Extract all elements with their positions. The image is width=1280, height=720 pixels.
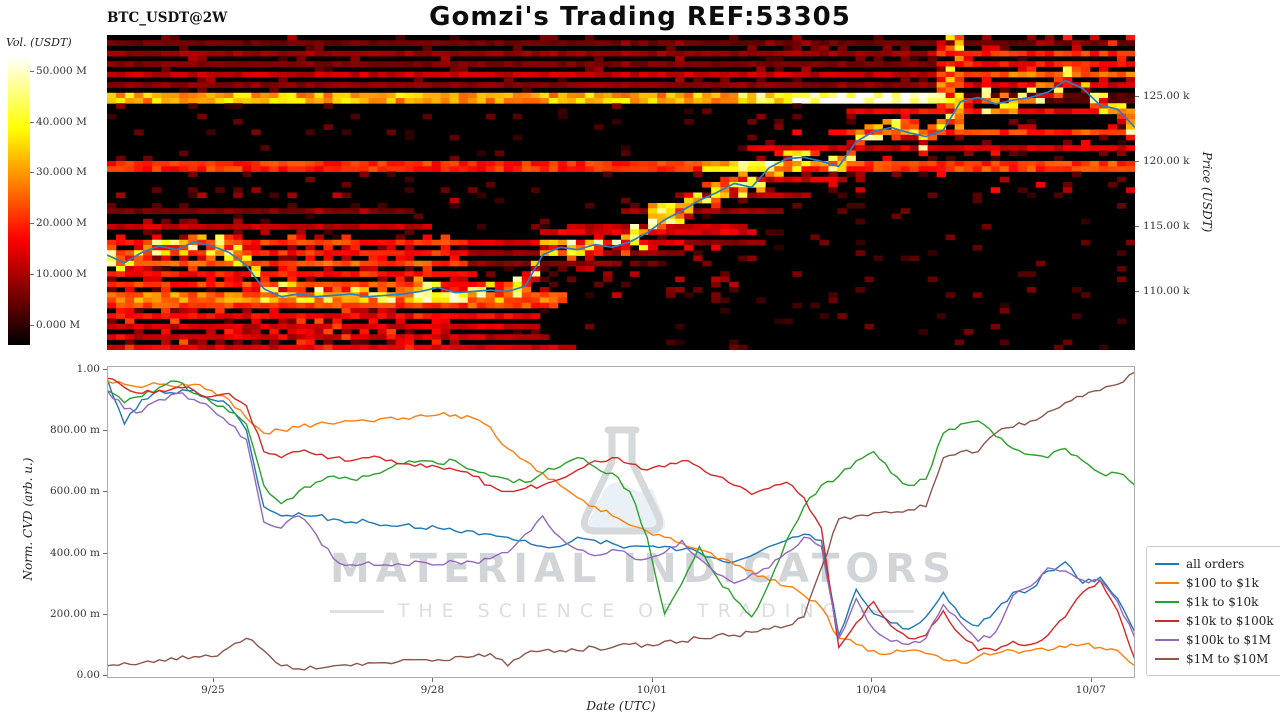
colorbar-tick-label: 10.000 M <box>36 267 87 280</box>
colorbar-tick-mark <box>30 223 34 225</box>
cvd-ytick-label: 400.00 m <box>49 546 100 559</box>
price-tick-mark <box>1135 96 1139 98</box>
colorbar-tick-label: 0.000 M <box>36 318 81 331</box>
date-tick-mark <box>1090 678 1092 682</box>
cvd-ytick-label: 600.00 m <box>49 485 100 498</box>
legend-label: $100k to $1M <box>1186 632 1272 647</box>
legend-label: $100 to $1k <box>1186 575 1259 590</box>
date-tick-label: 10/04 <box>856 684 887 696</box>
legend-item: $100k to $1M <box>1155 630 1279 649</box>
price-tick-label: 120.00 k <box>1143 155 1190 168</box>
date-tick-mark <box>432 678 434 682</box>
colorbar-tick-mark <box>30 70 34 72</box>
cvd-ytick-mark <box>103 675 107 676</box>
colorbar-tick-mark <box>30 324 34 326</box>
colorbar-tick-mark <box>30 121 34 123</box>
page-title: Gomzi's Trading REF:53305 <box>429 2 851 32</box>
price-tick-mark <box>1135 291 1139 293</box>
legend-item: $100 to $1k <box>1155 573 1279 592</box>
cvd-axis-title: Norm. CVD (arb. u.) <box>21 457 35 581</box>
price-axis-title: Price (USDT) <box>1200 151 1214 233</box>
date-tick-mark <box>651 678 653 682</box>
legend-line-swatch <box>1155 562 1179 565</box>
cvd-line-chart <box>107 366 1135 678</box>
cvd-ytick-mark <box>103 369 107 370</box>
legend-label: $1M to $10M <box>1186 651 1269 666</box>
colorbar-tick-mark <box>30 172 34 174</box>
price-tick-label: 110.00 k <box>1143 285 1190 298</box>
price-tick-mark <box>1135 226 1139 228</box>
price-tick-label: 125.00 k <box>1143 90 1190 103</box>
legend-line-swatch <box>1155 619 1179 622</box>
colorbar-tick-label: 50.000 M <box>36 64 87 77</box>
volume-colorbar <box>8 55 30 345</box>
cvd-ytick-label: 200.00 m <box>49 607 100 620</box>
legend-label: $10k to $100k <box>1186 613 1274 628</box>
date-axis-title: Date (UTC) <box>586 699 656 713</box>
cvd-ytick-mark <box>103 613 107 615</box>
cvd-ytick-label: 0.00 <box>76 669 100 681</box>
price-tick-mark <box>1135 161 1139 163</box>
legend-item: $1k to $10k <box>1155 592 1279 611</box>
legend-item: $1M to $10M <box>1155 649 1279 668</box>
cvd-ytick-label: 1.00 <box>76 363 100 375</box>
colorbar-tick-label: 20.000 M <box>36 217 87 230</box>
legend-line-swatch <box>1155 600 1179 603</box>
symbol-label: BTC_USDT@2W <box>107 10 228 26</box>
date-tick-label: 10/07 <box>1075 684 1106 696</box>
colorbar-tick-mark <box>30 273 34 275</box>
legend-item: $10k to $100k <box>1155 611 1279 630</box>
date-tick-mark <box>871 678 873 682</box>
legend-item: all orders <box>1155 554 1279 573</box>
date-tick-label: 9/25 <box>201 684 225 696</box>
date-tick-mark <box>212 678 214 682</box>
cvd-ytick-mark <box>103 552 107 554</box>
date-tick-label: 10/01 <box>636 684 667 696</box>
legend-label: all orders <box>1186 556 1245 571</box>
chart-legend: all orders $100 to $1k $1k to $10k $10k to … <box>1146 546 1280 676</box>
legend-label: $1k to $10k <box>1186 594 1259 609</box>
cvd-ytick-label: 800.00 m <box>49 424 100 437</box>
cvd-ytick-mark <box>103 430 107 432</box>
colorbar-tick-label: 40.000 M <box>36 115 87 128</box>
date-tick-label: 9/28 <box>420 684 445 696</box>
cvd-ytick-mark <box>103 491 107 493</box>
price-tick-label: 115.00 k <box>1143 220 1190 233</box>
volume-heatmap-chart <box>107 35 1135 350</box>
legend-line-swatch <box>1155 581 1179 584</box>
colorbar-tick-label: 30.000 M <box>36 166 87 179</box>
legend-line-swatch <box>1155 657 1179 660</box>
colorbar-title: Vol. (USDT) <box>6 36 72 49</box>
legend-line-swatch <box>1155 638 1179 641</box>
